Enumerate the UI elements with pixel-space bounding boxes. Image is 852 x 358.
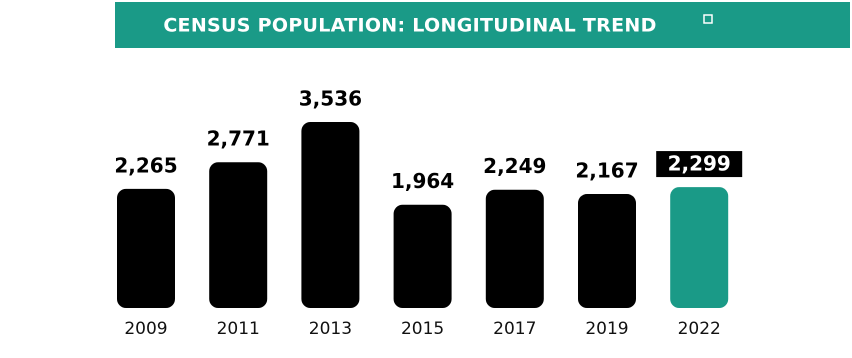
title-banner [115,2,850,48]
bar [578,194,636,308]
bar [393,204,452,308]
x-tick-label: 2009 [124,319,167,339]
x-tick-label: 2017 [493,319,536,339]
bar [117,188,175,308]
bar [485,189,544,308]
x-tick-label: 2015 [401,319,444,339]
value-label: 1,964 [391,169,454,193]
bar [301,122,360,308]
value-label: 2,265 [114,153,177,177]
bar [209,162,268,308]
x-tick-label: 2013 [309,319,352,339]
x-tick-label: 2011 [217,319,260,339]
value-label: 3,536 [299,87,362,111]
value-label: 2,167 [575,159,638,183]
label-box [656,151,743,178]
value-label: 2,249 [483,154,546,178]
value-label: 2,299 [668,152,731,176]
chart-title: CENSUS POPULATION: LONGITUDINAL TREND [163,15,656,37]
title-symbol [703,14,713,24]
value-label: 2,771 [207,127,270,151]
bar [670,187,729,308]
x-tick-label: 2019 [585,319,628,339]
x-tick-label: 2022 [678,319,721,339]
